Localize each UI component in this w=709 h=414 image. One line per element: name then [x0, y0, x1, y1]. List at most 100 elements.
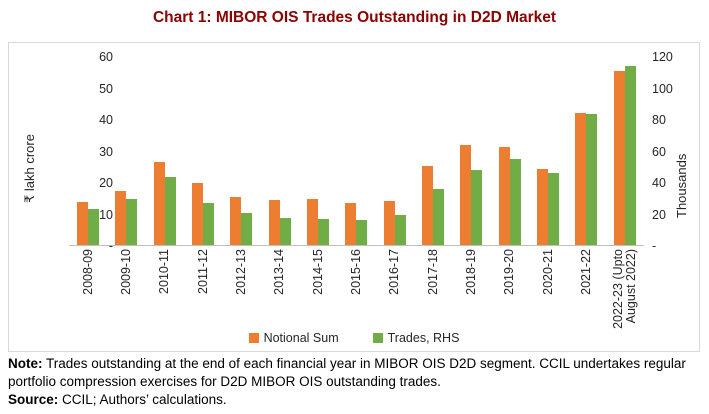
notional-sum-bar	[77, 201, 89, 245]
right-axis-title: Thousands	[674, 153, 689, 218]
x-axis-label-line: 2013-14	[272, 249, 287, 295]
notional-sum-bar	[230, 196, 242, 245]
x-axis-label: 2013-14	[261, 249, 299, 295]
x-axis-label: 2022-23 (Upto August 2022)	[606, 249, 644, 329]
bar-group-2019-20	[491, 57, 529, 245]
x-axis-labels: 2008-09 2009-10 2010-11 2011-12 2012-13 2013-…	[69, 249, 644, 329]
trades-rhs-bar	[279, 217, 291, 245]
chart-frame: ₹ lakh crore 60 50 40 30 20 10- 120 100 80 60 40 2…	[8, 42, 700, 352]
bar-group-2012-13	[222, 57, 260, 245]
legend: Notional Sum Trades, RHS	[9, 331, 699, 345]
trades-rhs-bar	[241, 212, 253, 245]
bar-group-2014-15	[299, 57, 337, 245]
bar-group-2016-17	[376, 57, 414, 245]
notional-sum-bar	[575, 113, 587, 245]
chart-footnotes: Note: Trades outstanding at the end of e…	[8, 355, 703, 409]
x-axis-label: 2019-20	[491, 249, 529, 295]
trades-rhs-bar	[394, 215, 406, 245]
x-axis-label-line: 2010-11	[157, 249, 172, 294]
x-axis-label-line: 2016-17	[387, 249, 402, 295]
right-axis-ticks: 120 100 80 60 40 20 -	[652, 50, 692, 253]
x-axis-label: 2009-10	[107, 249, 145, 295]
notional-sum-bar	[153, 161, 165, 245]
y-tick-label: 80	[652, 113, 666, 127]
bar-group-2015-16	[337, 57, 375, 245]
notional-sum-bar	[115, 190, 127, 245]
notional-sum-bar	[422, 165, 434, 245]
notional-sum-bar	[460, 144, 472, 245]
notional-sum-bar	[613, 70, 625, 245]
x-axis-label: 2021-22	[567, 249, 605, 295]
y-tick-label: 30	[99, 144, 113, 159]
x-axis-label-line: 2021-22	[578, 249, 593, 295]
y-tick-label: 60	[99, 50, 113, 64]
notional-sum-bar	[537, 169, 549, 245]
bar-group-2022-23	[606, 57, 644, 245]
y-tick-label: 50	[99, 81, 113, 96]
x-axis-label-line: 2009-10	[118, 249, 133, 295]
bar-group-2021-22	[567, 57, 605, 245]
x-axis-label-line: 2014-15	[310, 249, 325, 295]
y-tick-label: 100	[652, 81, 673, 96]
legend-item-notional-sum: Notional Sum	[248, 331, 339, 345]
legend-label: Notional Sum	[263, 331, 339, 345]
trades-rhs-bar	[509, 159, 521, 245]
legend-label: Trades, RHS	[387, 331, 460, 345]
note-text: Trades outstanding at the end of each fi…	[8, 356, 686, 389]
legend-item-trades-rhs: Trades, RHS	[372, 331, 460, 345]
y-tick-label: 40	[652, 176, 666, 190]
notional-sum-bar	[192, 183, 204, 245]
trades-rhs-bar	[471, 170, 483, 245]
notional-sum-bar	[498, 146, 510, 245]
bar-group-2017-18	[414, 57, 452, 245]
x-axis-label: 2018-19	[452, 249, 490, 295]
x-axis-label: 2010-11	[146, 249, 184, 294]
x-axis-label: 2017-18	[414, 249, 452, 295]
notional-sum-bar	[345, 203, 357, 245]
bar-group-2009-10	[107, 57, 145, 245]
x-axis-label: 2012-13	[222, 249, 260, 295]
trades-rhs-bar	[548, 173, 560, 245]
trades-rhs-bar	[164, 177, 176, 245]
notional-sum-bar	[268, 200, 280, 245]
trades-rhs-bar	[586, 114, 598, 245]
bar-group-2018-19	[452, 57, 490, 245]
trades-rhs-bar	[318, 218, 330, 245]
x-axis-label-line: 2012-13	[233, 249, 248, 295]
notional-sum-bar	[307, 198, 319, 245]
x-axis-label: 2015-16	[337, 249, 375, 295]
y-tick-label: 40	[99, 113, 113, 127]
y-tick-label: -	[652, 239, 657, 253]
x-axis-label-line: 2008-09	[80, 249, 95, 295]
x-axis-label-line: 2019-20	[502, 249, 517, 295]
x-axis-label-line: 2022-23 (Upto	[610, 249, 625, 329]
y-tick-label: -	[108, 239, 113, 253]
trades-rhs-swatch-icon	[372, 333, 383, 343]
bar-group-2020-21	[529, 57, 567, 245]
source-text: CCIL; Authors’ calculations.	[58, 392, 227, 407]
x-axis-label-line: 2017-18	[425, 249, 440, 295]
plot-area	[69, 57, 644, 246]
x-axis-label: 2008-09	[69, 249, 107, 295]
y-tick-label: 60	[652, 144, 666, 159]
y-tick-label: 20	[652, 207, 666, 222]
bar-group-2013-14	[261, 57, 299, 245]
x-axis-label-line: 2015-16	[348, 249, 363, 295]
x-axis-label: 2014-15	[299, 249, 337, 295]
trades-rhs-bar	[203, 202, 215, 245]
bar-group-2008-09	[69, 57, 107, 245]
x-axis-label: 2011-12	[184, 249, 222, 294]
x-axis-label-line: 2011-12	[195, 249, 210, 294]
notional-sum-bar	[383, 200, 395, 245]
note-label: Note:	[8, 356, 43, 371]
chart-title: Chart 1: MIBOR OIS Trades Outstanding in…	[152, 9, 557, 26]
trades-rhs-bar	[356, 219, 368, 245]
left-axis-ticks: 60 50 40 30 20 10 -	[9, 50, 113, 253]
y-tick-label: 10	[99, 207, 113, 222]
trades-rhs-bar	[126, 199, 138, 245]
y-tick-label: 20	[99, 176, 113, 190]
x-axis-label-line: August 2022)	[623, 249, 638, 324]
x-axis-label-line: 2020-21	[540, 249, 555, 295]
x-axis-label: 2016-17	[376, 249, 414, 295]
